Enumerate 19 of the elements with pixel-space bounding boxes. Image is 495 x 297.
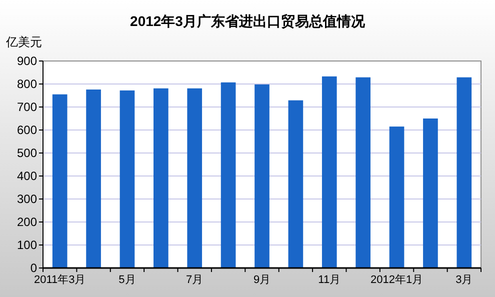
x-tick-label: 2011年3月 [34,274,86,286]
x-tick-label: 3月 [456,274,473,286]
y-tick-label: 700 [16,100,38,114]
y-tick-label: 0 [30,261,38,275]
y-tick-label: 100 [16,238,38,252]
x-tick-label: 5月 [118,274,136,286]
chart-title: 2012年3月广东省进出口贸易总值情况 [130,13,366,29]
x-tick-label: 9月 [253,274,271,286]
y-tick-label: 600 [16,123,38,137]
x-tick-label: 7月 [186,274,204,286]
y-tick-label: 400 [16,169,38,183]
x-tick-label: 11月 [318,274,341,286]
y-tick-label: 800 [16,77,38,91]
y-tick-label: 200 [16,215,38,229]
x-tick-label: 2012年1月 [370,274,424,286]
y-axis-title: 亿美元 [5,35,42,49]
y-tick-label: 900 [16,54,38,68]
y-tick-label: 500 [16,146,38,160]
y-tick-label: 300 [16,192,38,206]
